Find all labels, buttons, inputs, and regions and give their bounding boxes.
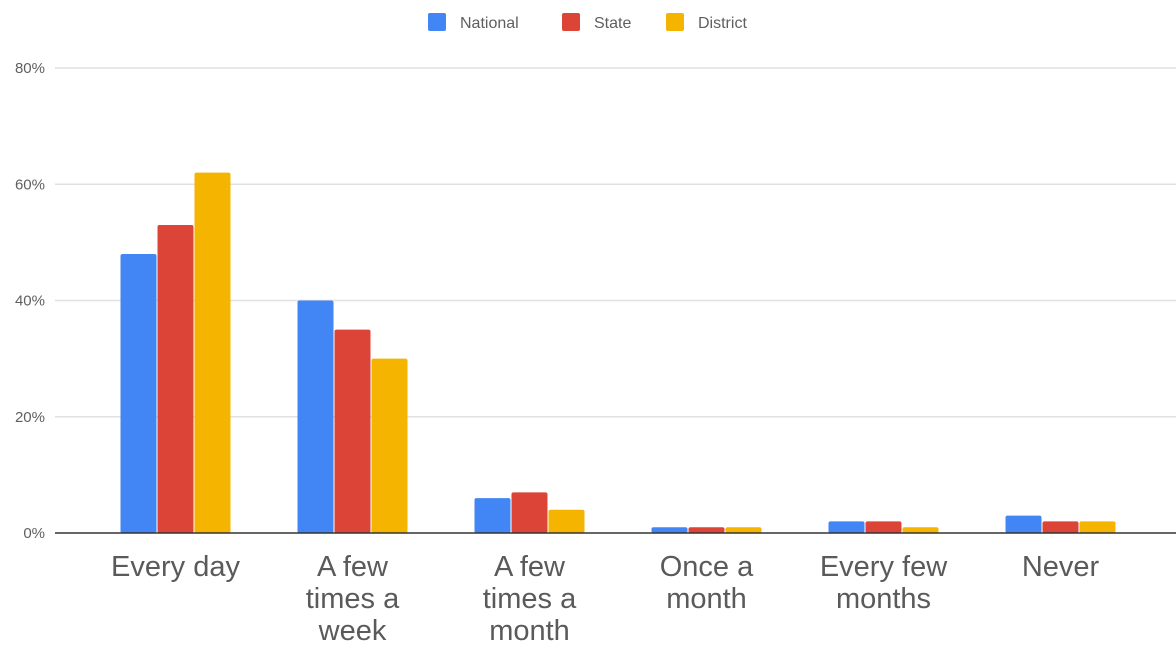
- x-category-label: Every day: [111, 551, 240, 583]
- bar-district: [725, 527, 762, 533]
- x-category-label-line: months: [836, 583, 931, 615]
- y-tick-label: 60%: [15, 176, 45, 193]
- bar-state: [688, 527, 725, 533]
- bar-district: [548, 509, 585, 533]
- bar-state: [334, 329, 371, 533]
- bar-state: [1042, 521, 1079, 533]
- bar-national: [828, 521, 865, 533]
- x-category-label: A few times a month: [483, 551, 577, 646]
- legend-label: State: [594, 15, 631, 32]
- legend: National State District: [428, 13, 747, 32]
- bar-state: [157, 224, 194, 533]
- bar-national: [651, 527, 688, 533]
- y-axis-tick-labels: 0% 20% 40% 60% 80%: [15, 60, 45, 542]
- bar-state: [511, 492, 548, 533]
- x-category-label: Never: [1022, 551, 1100, 583]
- x-category-label-line: week: [318, 615, 387, 646]
- gridlines: [55, 67, 1176, 418]
- y-tick-label: 0%: [23, 525, 45, 542]
- legend-label: District: [698, 15, 747, 32]
- bar-state: [865, 521, 902, 533]
- bar-national: [120, 254, 157, 533]
- x-category-label-line: Once a: [660, 551, 754, 583]
- x-category-label-line: month: [666, 583, 747, 615]
- bar-national: [1005, 515, 1042, 533]
- legend-item-state: State: [562, 13, 631, 32]
- y-tick-label: 20%: [15, 409, 45, 426]
- x-category-label-line: Every few: [820, 551, 948, 583]
- x-category-label-line: month: [489, 615, 570, 646]
- legend-item-national: National: [428, 13, 519, 32]
- bar-district: [902, 527, 939, 533]
- bar-national: [297, 300, 334, 533]
- bar-district: [371, 358, 408, 533]
- legend-label: National: [460, 15, 519, 32]
- bar-district: [194, 172, 231, 533]
- x-category-label-line: times a: [483, 583, 577, 615]
- bars: [120, 172, 1116, 533]
- x-category-label-line: times a: [306, 583, 400, 615]
- x-category-label-line: A few: [494, 551, 566, 583]
- y-tick-label: 40%: [15, 293, 45, 310]
- bar-national: [474, 498, 511, 533]
- x-category-label-line: A few: [317, 551, 389, 583]
- legend-swatch: [428, 13, 446, 31]
- legend-swatch: [562, 13, 580, 31]
- bar-district: [1079, 521, 1116, 533]
- x-category-label: A few times a week: [306, 551, 400, 646]
- x-category-label: Every few months: [820, 551, 948, 615]
- x-category-label-line: Never: [1022, 551, 1100, 583]
- legend-item-district: District: [666, 13, 747, 32]
- y-tick-label: 80%: [15, 60, 45, 77]
- x-category-label: Once a month: [660, 551, 754, 615]
- legend-swatch: [666, 13, 684, 31]
- x-category-label-line: Every day: [111, 551, 240, 583]
